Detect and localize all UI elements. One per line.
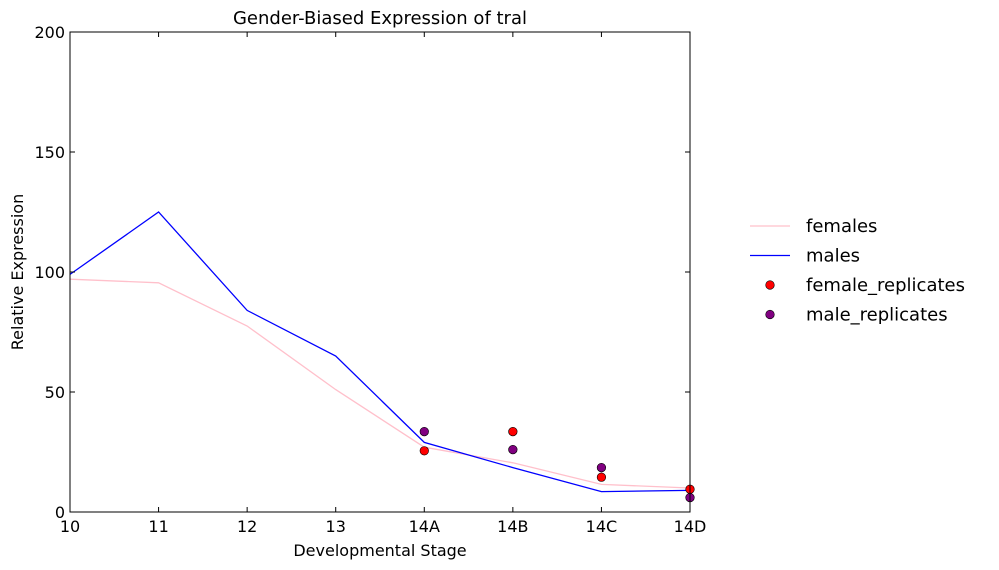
x-tick-label: 14A	[409, 517, 440, 536]
y-tick-label: 200	[34, 23, 65, 42]
legend-label-females: females	[806, 216, 877, 237]
point-female-replicates	[596, 472, 607, 482]
x-tick-label: 14B	[497, 517, 528, 536]
legend-swatch-male-replicates	[765, 309, 775, 320]
legend: females males female_replicates male_replic…	[750, 216, 965, 326]
legend-label-male-replicates: male_replicates	[806, 305, 948, 326]
scatter-series-group	[419, 427, 695, 503]
legend-swatch-female-replicates	[765, 280, 775, 290]
x-tick-label: 14D	[674, 517, 707, 536]
legend-label-female-replicates: female_replicates	[806, 275, 965, 296]
x-tick-label: 11	[148, 517, 168, 536]
tick-layer: 10 11 12 13 14A 14B 14C 14D 0 50 100 150 200	[34, 23, 706, 536]
series-line-males	[70, 211, 690, 493]
point-female-replicates	[419, 446, 429, 456]
series-layer	[70, 211, 695, 503]
point-male-replicates	[596, 463, 607, 473]
plot-frame	[69, 31, 691, 513]
x-tick-label: 13	[326, 517, 346, 536]
y-tick-label: 150	[34, 143, 65, 162]
y-tick-label: 50	[45, 383, 65, 402]
x-axis-label: Developmental Stage	[293, 541, 466, 560]
series-line-females	[70, 278, 690, 489]
x-tick-label: 14C	[586, 517, 618, 536]
y-axis-label: Relative Expression	[8, 194, 27, 350]
point-male-replicates	[419, 427, 429, 437]
x-tick-label: 10	[60, 517, 80, 536]
x-tick-label: 12	[237, 517, 257, 536]
line-series-group	[70, 211, 690, 493]
y-tick-label: 100	[34, 263, 65, 282]
y-tick-label: 0	[55, 503, 65, 522]
point-male-replicates	[508, 445, 518, 455]
point-female-replicates	[508, 427, 518, 437]
chart-title: Gender-Biased Expression of tral	[233, 8, 527, 29]
legend-label-males: males	[806, 246, 860, 267]
